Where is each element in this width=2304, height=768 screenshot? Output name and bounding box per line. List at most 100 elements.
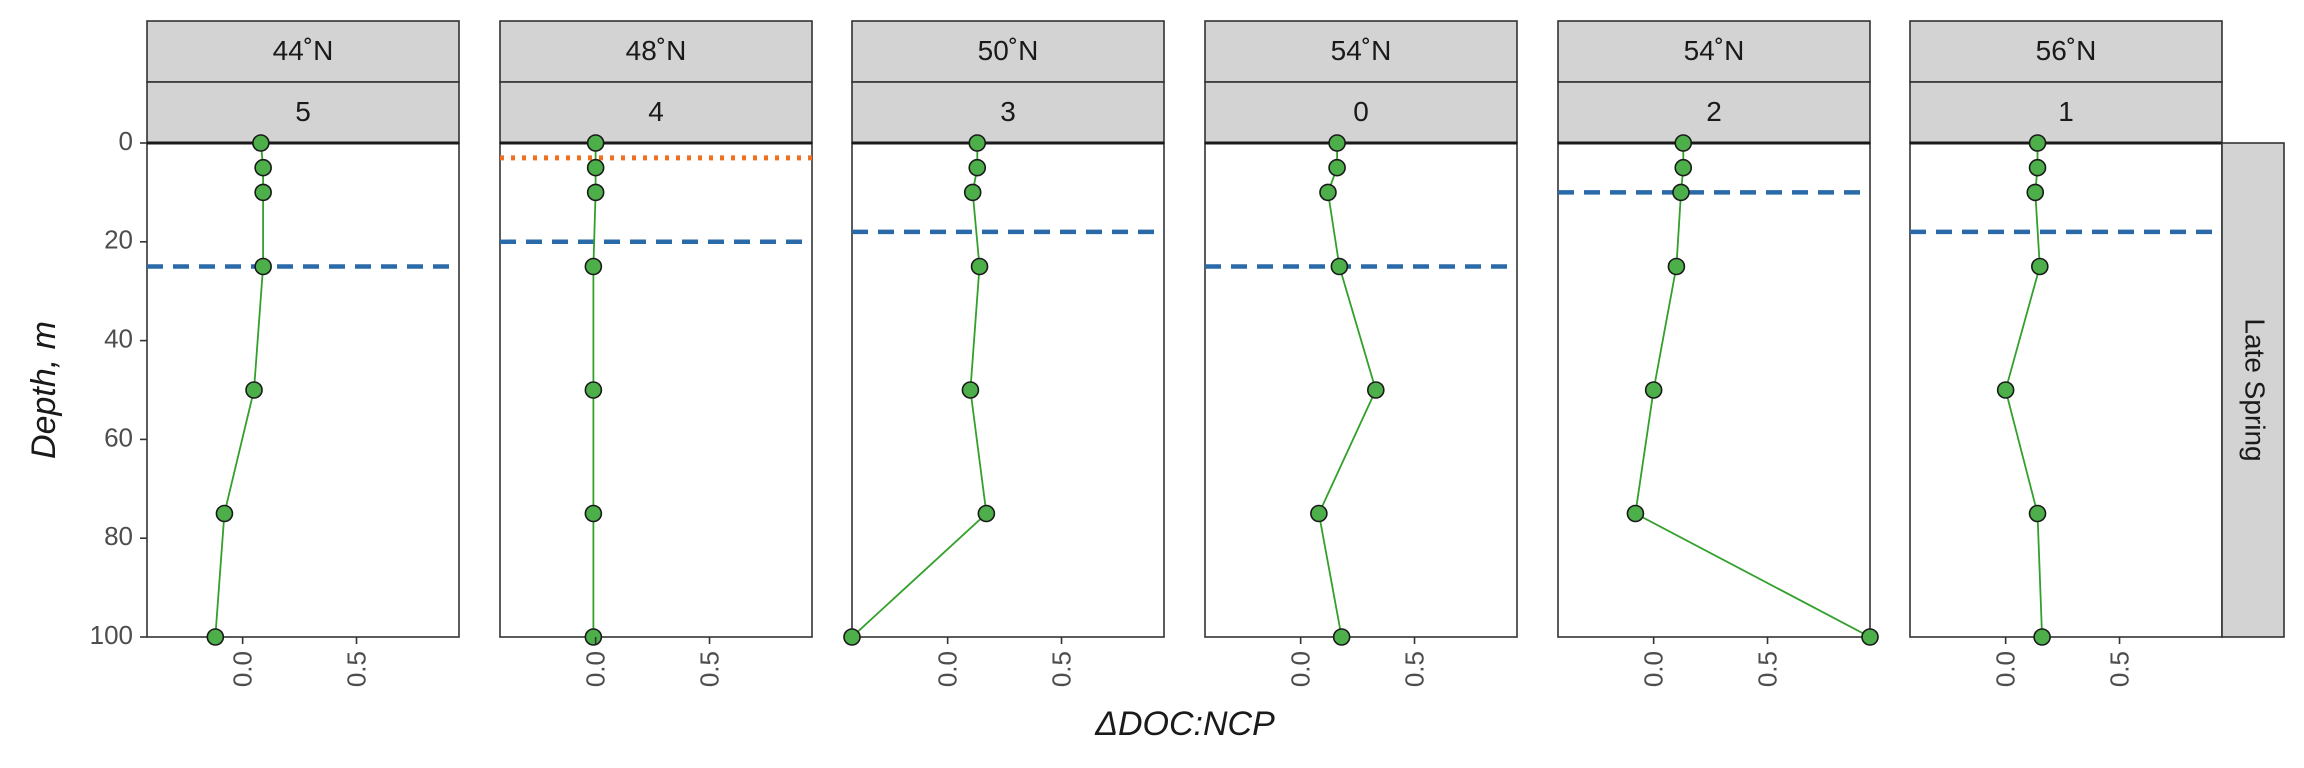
station-strip xyxy=(1557,81,1871,144)
y-tick-label: 40 xyxy=(104,323,133,353)
row-strip-box xyxy=(2221,142,2285,638)
y-axis: 0 20 40 60 80 100 xyxy=(90,126,147,650)
station-strip xyxy=(1909,81,2223,144)
y-axis-title: Depth, m xyxy=(25,321,63,459)
data-point xyxy=(584,628,603,646)
latitude-label: 56˚N xyxy=(2036,35,2097,66)
data-point xyxy=(1674,134,1693,152)
panel: 56˚N 1 0.0 0.5 xyxy=(1909,20,2223,687)
panel-frame xyxy=(1204,142,1518,638)
data-point xyxy=(1996,381,2015,399)
data-point xyxy=(1672,183,1690,202)
data-point xyxy=(2031,257,2049,276)
x-tick-label: 0.0 xyxy=(1991,651,2021,687)
data-point xyxy=(254,257,272,276)
panel-frame xyxy=(499,142,813,638)
data-point xyxy=(2028,504,2047,523)
panel: 54˚N 2 0.0 0.5 xyxy=(1557,20,1879,687)
data-point xyxy=(968,134,987,152)
x-tick-label: 0.0 xyxy=(1639,651,1669,687)
data-point xyxy=(254,183,272,202)
data-point xyxy=(1644,381,1663,399)
station-label: 4 xyxy=(648,96,664,127)
row-strip-label: Late Spring xyxy=(2240,318,2271,461)
data-point xyxy=(584,381,603,399)
panel-frame xyxy=(146,142,460,638)
row-strip: Late Spring xyxy=(2221,142,2285,638)
latitude-strip xyxy=(146,20,460,83)
y-tick-label: 0 xyxy=(119,126,133,156)
data-point xyxy=(1667,257,1686,276)
data-point xyxy=(586,183,605,202)
latitude-label: 54˚N xyxy=(1331,35,1392,66)
y-tick-label: 20 xyxy=(104,225,133,255)
data-point xyxy=(252,134,270,152)
data-point xyxy=(1328,158,1346,177)
latitude-strip xyxy=(1909,20,2223,83)
data-point xyxy=(2028,158,2047,177)
x-axis-title: ΔDOC:NCP xyxy=(1094,705,1275,743)
data-point xyxy=(968,158,987,177)
panel-frame xyxy=(1909,142,2223,638)
y-tick-label: 100 xyxy=(90,620,133,650)
data-point xyxy=(961,381,980,399)
data-point xyxy=(586,158,605,177)
latitude-label: 54˚N xyxy=(1684,35,1745,66)
data-point xyxy=(2033,628,2051,646)
x-tick-label: 0.5 xyxy=(695,651,725,687)
y-tick-label: 80 xyxy=(104,521,133,551)
station-strip xyxy=(146,81,460,144)
panel-frame xyxy=(851,142,1165,638)
data-point xyxy=(1674,158,1693,177)
data-point xyxy=(1330,257,1349,276)
data-point xyxy=(843,628,861,646)
station-label: 2 xyxy=(1706,96,1722,127)
data-point xyxy=(215,504,234,523)
data-point xyxy=(977,504,996,523)
panel: 54˚N 0 0.0 0.5 xyxy=(1204,20,1518,687)
data-point xyxy=(584,504,603,523)
x-tick-label: 0.5 xyxy=(342,651,372,687)
x-tick-label: 0.0 xyxy=(581,651,611,687)
data-point xyxy=(1310,504,1328,523)
latitude-label: 50˚N xyxy=(978,35,1039,66)
panel: 50˚N 3 0.0 0.5 xyxy=(843,20,1165,687)
data-point xyxy=(970,257,989,276)
x-tick-label: 0.5 xyxy=(1753,651,1783,687)
data-point xyxy=(1328,134,1346,152)
y-tick-label: 60 xyxy=(104,422,133,452)
data-point xyxy=(586,134,605,152)
data-point xyxy=(206,628,225,646)
data-point xyxy=(254,158,272,177)
data-point xyxy=(963,183,982,202)
panel-frame xyxy=(1557,142,1871,638)
panel: 44˚N 5 0.0 0.5 xyxy=(146,20,460,687)
data-point xyxy=(2026,183,2045,202)
data-point xyxy=(2028,134,2047,152)
station-label: 3 xyxy=(1000,96,1016,127)
station-strip xyxy=(851,81,1165,144)
panels-layer: 44˚N 5 0.0 0.5 48˚N 4 0.0 0.5 50˚N 3 0.0 0.5 54˚N 0 0.… xyxy=(146,20,2223,687)
latitude-strip xyxy=(1557,20,1871,83)
data-point xyxy=(584,257,603,276)
x-tick-label: 0.5 xyxy=(1400,651,1430,687)
x-tick-label: 0.0 xyxy=(228,651,258,687)
data-point xyxy=(1861,628,1879,646)
x-tick-label: 0.5 xyxy=(1047,651,1077,687)
station-label: 0 xyxy=(1353,96,1369,127)
x-tick-label: 0.0 xyxy=(933,651,963,687)
data-point xyxy=(1367,381,1385,399)
data-point xyxy=(1626,504,1645,523)
latitude-strip xyxy=(1204,20,1518,83)
x-tick-label: 0.0 xyxy=(1286,651,1316,687)
station-strip xyxy=(499,81,813,144)
panel: 48˚N 4 0.0 0.5 xyxy=(499,20,813,687)
x-tick-label: 0.5 xyxy=(2105,651,2135,687)
data-point xyxy=(1332,628,1351,646)
data-point xyxy=(245,381,263,399)
data-point xyxy=(1319,183,1337,202)
latitude-strip xyxy=(499,20,813,83)
latitude-label: 44˚N xyxy=(273,35,334,66)
latitude-strip xyxy=(851,20,1165,83)
